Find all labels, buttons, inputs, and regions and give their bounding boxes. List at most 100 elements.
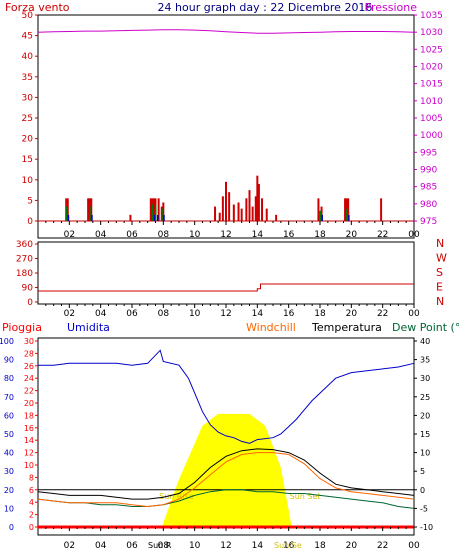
humidity-label: Umidita <box>67 321 110 334</box>
dewpoint-line <box>37 489 415 509</box>
pressure-line <box>37 29 415 34</box>
humidity-y-tick-label: 30 <box>4 467 14 476</box>
solar-area <box>161 413 292 527</box>
compass-label: S <box>436 266 443 279</box>
humidity-y-tick-label: 0 <box>9 523 14 532</box>
wind-speed-label: Forza vento <box>5 1 70 14</box>
pressure-y-tick-label: 990 <box>420 166 437 176</box>
temp-x-tick-label: 02 <box>64 541 75 551</box>
temp-x-tick-label: 08 <box>158 541 170 551</box>
wind-x-tick-label: 20 <box>346 230 358 240</box>
wind-avg-bar <box>157 215 159 221</box>
rain-y-tick-label: 16 <box>24 424 34 433</box>
humidity-y-tick-label: 70 <box>4 393 14 402</box>
rain-y-tick-label: 18 <box>24 411 34 420</box>
humidity-y-tick-label: 50 <box>4 430 14 439</box>
wind-x-tick-label: 02 <box>64 230 75 240</box>
wind-y-tick-label: 40 <box>22 52 34 62</box>
humidity-y-tick-label: 10 <box>4 504 14 513</box>
wind-x-tick-label: 22 <box>377 230 388 240</box>
temperature-y-tick-label: 5 <box>420 467 425 476</box>
rain-y-tick-label: 26 <box>24 362 34 371</box>
wind-y-tick-label: 10 <box>22 176 34 186</box>
direction-x-tick-label: 18 <box>314 309 326 319</box>
pressure-y-tick-label: 1030 <box>420 28 443 38</box>
wind-gust-bar <box>237 202 240 221</box>
wind-gust-bar <box>261 198 264 221</box>
wind-gust-bar <box>228 192 231 221</box>
wind-y-tick-label: 0 <box>27 217 33 227</box>
temp-x-tick-label: 18 <box>314 541 326 551</box>
wind-avg-bar <box>153 215 156 221</box>
wind-gust-bar <box>90 198 93 221</box>
humidity-y-tick-label: 20 <box>4 486 14 495</box>
rain-y-tick-label: 14 <box>24 436 34 445</box>
wind-avg-bar <box>163 215 165 221</box>
compass-label: N <box>436 295 444 308</box>
wind-speed-bar <box>155 204 157 221</box>
temp-x-tick-label: 14 <box>252 541 264 551</box>
pressure-y-tick-label: 975 <box>420 217 437 227</box>
wind-avg-bar <box>321 215 323 221</box>
pressure-y-tick-label: 1020 <box>420 63 443 73</box>
wind-y-tick-label: 50 <box>22 11 34 21</box>
rain-y-tick-label: 10 <box>24 461 34 470</box>
wind-y-tick-label: 45 <box>22 32 33 42</box>
direction-y-tick-label: 270 <box>16 255 33 265</box>
wind-gust-bar <box>380 198 383 221</box>
sun-set-label: Sun Set <box>290 492 321 501</box>
temp-x-tick-label: 12 <box>220 541 231 551</box>
wind-speed-bar <box>151 204 154 221</box>
direction-y-tick-label: 360 <box>16 240 33 250</box>
direction-x-tick-label: 22 <box>377 309 388 319</box>
direction-y-tick-label: 0 <box>27 298 33 308</box>
pressure-y-tick-label: 995 <box>420 148 437 158</box>
sun-set-bottom-label: Sun Se <box>274 541 302 550</box>
wind-gust-bar <box>218 212 221 221</box>
humidity-y-tick-label: 80 <box>4 374 14 383</box>
wind-x-tick-label: 08 <box>158 230 170 240</box>
temperature-y-tick-label: 10 <box>420 449 430 458</box>
pressure-y-tick-label: 1015 <box>420 80 443 90</box>
direction-x-tick-label: 20 <box>346 309 358 319</box>
wind-direction-line <box>38 283 414 292</box>
pressure-y-tick-label: 1010 <box>420 97 443 107</box>
wind-gust-bar <box>66 198 69 221</box>
direction-x-tick-label: 16 <box>283 309 295 319</box>
pressure-y-tick-label: 1025 <box>420 45 443 55</box>
humidity-y-tick-label: 40 <box>4 449 14 458</box>
wind-gust-bar <box>254 196 257 221</box>
temperature-y-tick-label: 30 <box>420 374 430 383</box>
rain-label: Pioggia <box>2 321 42 334</box>
wind-gust-bar <box>225 181 227 221</box>
wind-avg-bar <box>91 215 93 221</box>
wind-gust-bar <box>232 204 235 221</box>
compass-label: N <box>436 237 444 250</box>
direction-x-tick-label: 12 <box>220 309 231 319</box>
temperature-label: Temperatura <box>311 321 382 334</box>
rain-y-tick-label: 2 <box>29 511 34 520</box>
wind-y-tick-label: 35 <box>22 73 33 83</box>
temp-x-tick-label: 04 <box>95 541 107 551</box>
humidity-y-tick-label: 60 <box>4 411 14 420</box>
wind-gust-bar <box>347 198 350 221</box>
direction-y-tick-label: 90 <box>22 284 34 294</box>
direction-x-tick-label: 06 <box>126 309 138 319</box>
temperature-y-tick-label: 0 <box>420 486 425 495</box>
sun-rise-label: Sun Rise <box>159 492 194 501</box>
wind-gust-bar <box>251 206 254 221</box>
temperature-y-tick-label: -5 <box>420 504 428 513</box>
temperature-frame <box>37 337 415 536</box>
temperature-y-tick-label: 35 <box>420 356 430 365</box>
wind-speed-bar <box>89 206 91 221</box>
wind-gust-bar <box>317 198 320 221</box>
direction-x-tick-label: 00 <box>408 309 420 319</box>
rain-y-tick-label: 24 <box>24 374 34 383</box>
pressure-y-tick-label: 985 <box>420 183 437 193</box>
wind-gust-bar <box>245 198 248 221</box>
wind-gust-bar <box>275 214 278 221</box>
graph-title: 24 hour graph day : 22 Dicembre 2016 <box>158 1 373 14</box>
pressure-y-tick-label: 980 <box>420 200 437 210</box>
wind-gust-bar <box>248 190 251 221</box>
